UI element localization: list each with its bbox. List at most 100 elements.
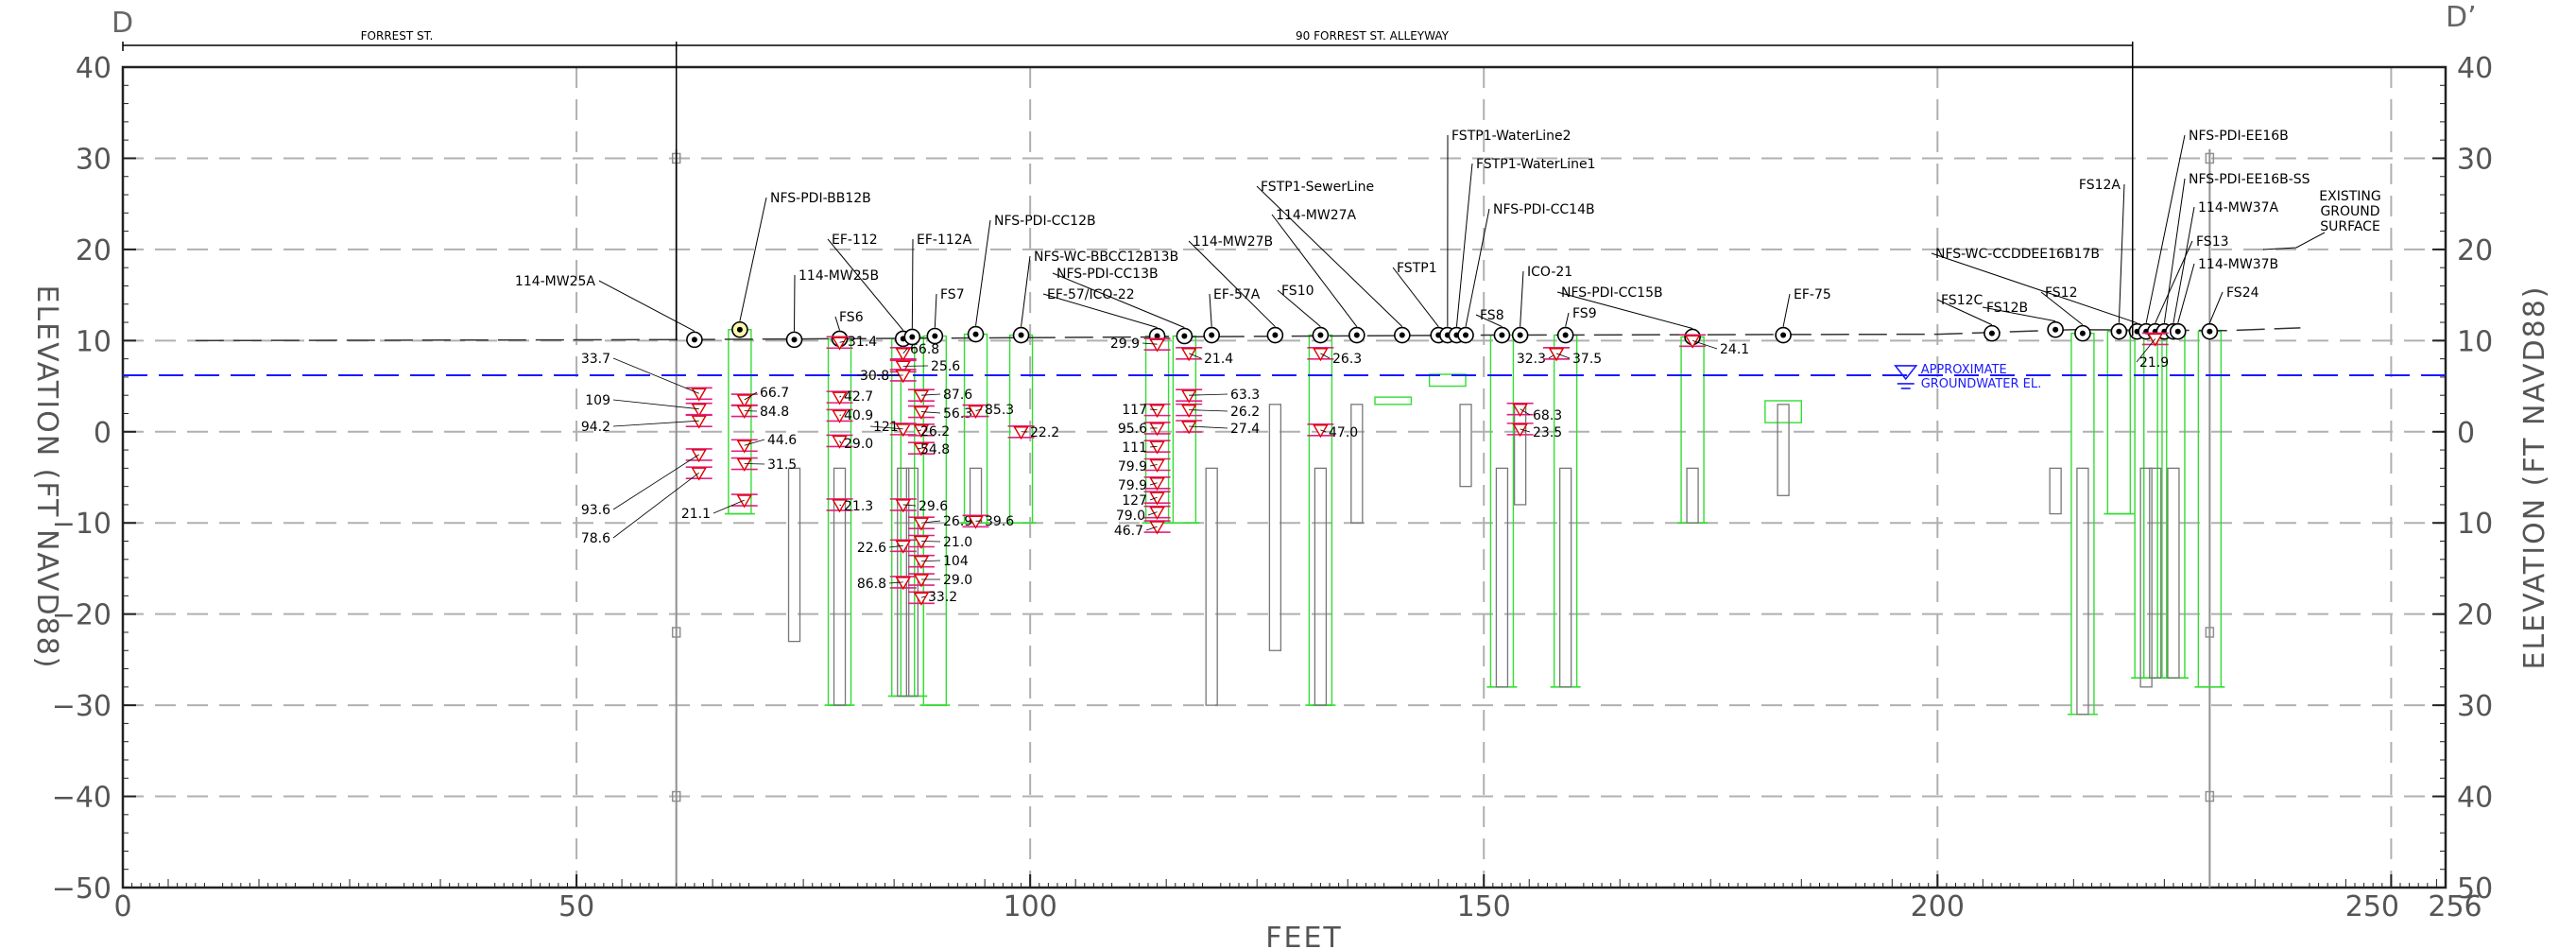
sample-leader-line <box>917 429 922 432</box>
y-tick-label-left: −30 <box>52 690 112 723</box>
boring-leader-line <box>2040 291 2084 326</box>
boring-marker-dot <box>2174 328 2181 335</box>
boring-leader-line <box>1782 293 1791 327</box>
sample-triangle-icon <box>895 499 911 513</box>
boring-label: 114-MW37B <box>2198 257 2278 272</box>
boring-label: FS8 <box>1480 308 1504 323</box>
sample-triangle-icon <box>968 405 984 419</box>
sample-triangle-icon <box>1149 338 1165 353</box>
sample-leader-line <box>839 440 842 444</box>
sample-triangle-icon <box>736 494 752 509</box>
sample-triangle-icon <box>895 540 911 554</box>
sample-value: 95.6 <box>1118 422 1147 437</box>
sample-value: 32.3 <box>1517 352 1546 367</box>
boring-casings <box>787 404 2180 716</box>
y-tick-label-right: 10 <box>2457 508 2493 541</box>
boring-label: 114-MW25B <box>799 268 879 284</box>
boring-label: FS12 <box>2045 285 2078 301</box>
boring-leader-line <box>934 293 937 328</box>
sample-triangle-icon <box>832 409 848 423</box>
sample-leader-line <box>1147 511 1158 516</box>
sample-triangle-icon <box>968 515 984 529</box>
boring-leader-line <box>739 197 767 321</box>
x-axis-label: FEET <box>1265 922 1343 949</box>
boring-leader-line <box>598 280 696 332</box>
sample-triangle-icon <box>1180 421 1197 435</box>
boring-leader-line <box>1982 306 2056 322</box>
boring-casing <box>1350 404 1364 524</box>
sample-leader-line <box>975 408 983 411</box>
street-label-alleyway: 90 FORREST ST. ALLEYWAY <box>1296 29 1450 43</box>
boring-marker-dot <box>736 326 743 333</box>
boring-marker-dot <box>1181 333 1188 339</box>
boring-casing <box>1205 467 1218 706</box>
sample-leader-line <box>902 348 908 354</box>
sample-triangle-icon <box>1149 404 1165 419</box>
boring-leader-line <box>1455 163 1473 327</box>
boring-label: NFS-PDI-EE16B-SS <box>2189 172 2310 187</box>
structure-joint <box>671 790 681 802</box>
sample-value: 21.9 <box>2139 355 2169 371</box>
sample-triangle-icon <box>691 403 707 418</box>
sample-triangle-icon <box>913 405 930 420</box>
boring-leader-line <box>1052 272 1185 328</box>
boring-marker-dot <box>1018 332 1024 338</box>
boring-leader-line <box>1042 293 1158 328</box>
sample-value: 78.6 <box>581 531 610 546</box>
boring-markers: 114-MW25A NFS-PDI-BB12B 114-MW25B FS6 EF-112… <box>515 129 2310 349</box>
y-tick-label-right: 50 <box>2457 872 2493 906</box>
boring-label: FS13 <box>2196 234 2229 250</box>
boring-label: 114-MW25A <box>515 274 596 289</box>
boring-casing <box>2167 467 2180 679</box>
y-tick-label-right: 20 <box>2457 599 2493 632</box>
sample-leader-line <box>1189 409 1228 412</box>
boring-casing <box>1513 404 1527 506</box>
sample-triangle-icon <box>895 370 911 384</box>
sample-leader-line <box>713 499 745 514</box>
boring-leader-line <box>2155 240 2193 323</box>
boring-label: 114-MW27B <box>1193 234 1273 250</box>
sample-value: 94.2 <box>581 420 610 435</box>
sample-value: 79.9 <box>1118 459 1147 474</box>
boring-label: FS10 <box>1281 284 1314 299</box>
boring-casing <box>2049 467 2062 515</box>
sample-triangle-icon <box>691 415 707 429</box>
sample-triangle-icon <box>895 348 911 362</box>
boring-marker-dot <box>791 336 798 343</box>
ground-surface-label-line2: GROUND <box>2320 204 2379 219</box>
sample-leader-line <box>1555 353 1571 359</box>
boring-marker-dot <box>1499 332 1505 338</box>
sample-value: 29.9 <box>1110 336 1140 352</box>
y-tick-label-right: 30 <box>2457 690 2493 723</box>
sample-leader-line <box>1149 496 1158 501</box>
boring-leader-line <box>1209 293 1212 327</box>
structure-joint <box>671 627 681 638</box>
sample-value: 84.8 <box>760 405 789 420</box>
sample-triangle-icon <box>1180 404 1197 419</box>
sample-value: 26.2 <box>1230 405 1260 420</box>
boring-label: FS12A <box>2079 178 2121 193</box>
boring-leader-line <box>827 238 904 331</box>
sample-leader-line <box>612 399 699 410</box>
x-tick-label: 0 <box>113 890 131 923</box>
well-screen <box>963 333 988 524</box>
sample-leader-line <box>612 357 699 394</box>
sample-value: 54.8 <box>920 442 950 457</box>
sample-leader-line <box>744 439 765 446</box>
y-tick-label-right: 20 <box>2457 234 2493 267</box>
ground-surface-dashed-line <box>195 327 2301 342</box>
boring-leader-line <box>1021 255 1031 327</box>
boring-label: FSTP1-SewerLine <box>1261 180 1374 195</box>
sample-triangle-icon <box>691 449 707 463</box>
boring-label: NFS-PDI-BB12B <box>770 191 871 206</box>
boring-leader-line <box>2163 178 2186 323</box>
sample-triangle-icon <box>895 423 911 438</box>
sample-triangle-icon <box>736 457 752 472</box>
sample-value: 66.7 <box>760 386 789 401</box>
boring-label: FSTP1-WaterLine1 <box>1476 157 1596 172</box>
boring-casing <box>2149 467 2162 679</box>
sample-value: 26.2 <box>920 424 950 440</box>
y-tick-label-left: 0 <box>94 417 112 450</box>
sample-leader-line <box>888 544 903 548</box>
sample-value: 93.6 <box>581 503 610 518</box>
